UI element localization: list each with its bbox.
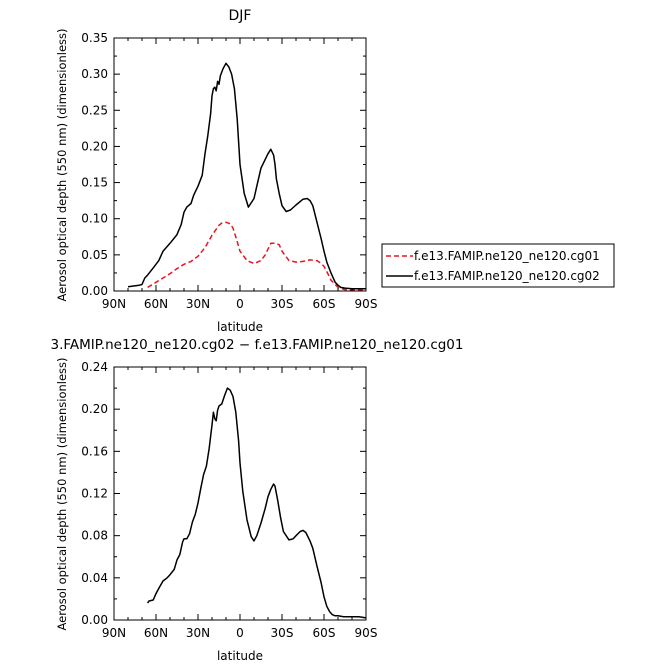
y-tick-label: 0.04 <box>81 571 108 585</box>
legend: f.e13.FAMIP.ne120_ne120.cg01 f.e13.FAMIP… <box>381 243 615 288</box>
y-tick-label: 0.05 <box>81 248 108 262</box>
x-tick-label: 30S <box>271 297 294 311</box>
panel-1-xlabel: latitude <box>217 320 263 334</box>
y-tick-label: 0.20 <box>81 139 108 153</box>
x-tick-label: 60S <box>313 626 336 640</box>
panel-2-xlabel: latitude <box>217 649 263 663</box>
legend-label-cg02: f.e13.FAMIP.ne120_ne120.cg02 <box>414 269 600 283</box>
x-tick-label: 90N <box>102 297 126 311</box>
legend-label-cg01: f.e13.FAMIP.ne120_ne120.cg01 <box>414 249 600 263</box>
y-tick-label: 0.12 <box>81 487 108 501</box>
x-tick-label: 60N <box>144 626 168 640</box>
y-tick-label: 0.16 <box>81 444 108 458</box>
x-tick-label: 60N <box>144 297 168 311</box>
y-tick-label: 0.15 <box>81 176 108 190</box>
series-line-1-1 <box>147 221 366 292</box>
x-tick-label: 90S <box>355 626 378 640</box>
x-tick-label: 60S <box>313 297 336 311</box>
series-line-2-1 <box>146 387 367 619</box>
y-tick-label: 0.24 <box>81 360 108 374</box>
x-tick-label: 90N <box>102 626 126 640</box>
series-line-1-2 <box>127 62 366 290</box>
y-tick-label: 0.08 <box>81 529 108 543</box>
x-tick-label: 30N <box>186 297 210 311</box>
panel-2-frame <box>113 366 367 621</box>
panel-1-title: DJF <box>229 8 252 24</box>
y-tick-label: 0.00 <box>81 613 108 627</box>
x-tick-label: 30S <box>271 626 294 640</box>
legend-box <box>381 243 615 288</box>
x-tick-label: 30N <box>186 626 210 640</box>
y-tick-label: 0.10 <box>81 212 108 226</box>
y-tick-label: 0.25 <box>81 103 108 117</box>
y-tick-label: 0.00 <box>81 284 108 298</box>
panel-2: 3.FAMIP.ne120_ne120.cg02 − f.e13.FAMIP.n… <box>51 337 464 663</box>
panel-2-title: 3.FAMIP.ne120_ne120.cg02 − f.e13.FAMIP.n… <box>51 337 464 353</box>
x-tick-label: 0 <box>236 297 244 311</box>
panel-2-ylabel: Aerosol optical depth (550 nm) (dimensio… <box>55 357 69 630</box>
panel-1-ylabel: Aerosol optical depth (550 nm) (dimensio… <box>55 28 69 301</box>
y-tick-label: 0.20 <box>81 402 108 416</box>
panel-1: DJF 90N 60N 30N 0 30S 60S 90S 0.00 0.05 0.10 0.15 0… <box>55 8 377 334</box>
y-tick-label: 0.35 <box>81 31 108 45</box>
x-tick-label: 0 <box>236 626 244 640</box>
y-tick-label: 0.30 <box>81 67 108 81</box>
x-tick-label: 90S <box>355 297 378 311</box>
